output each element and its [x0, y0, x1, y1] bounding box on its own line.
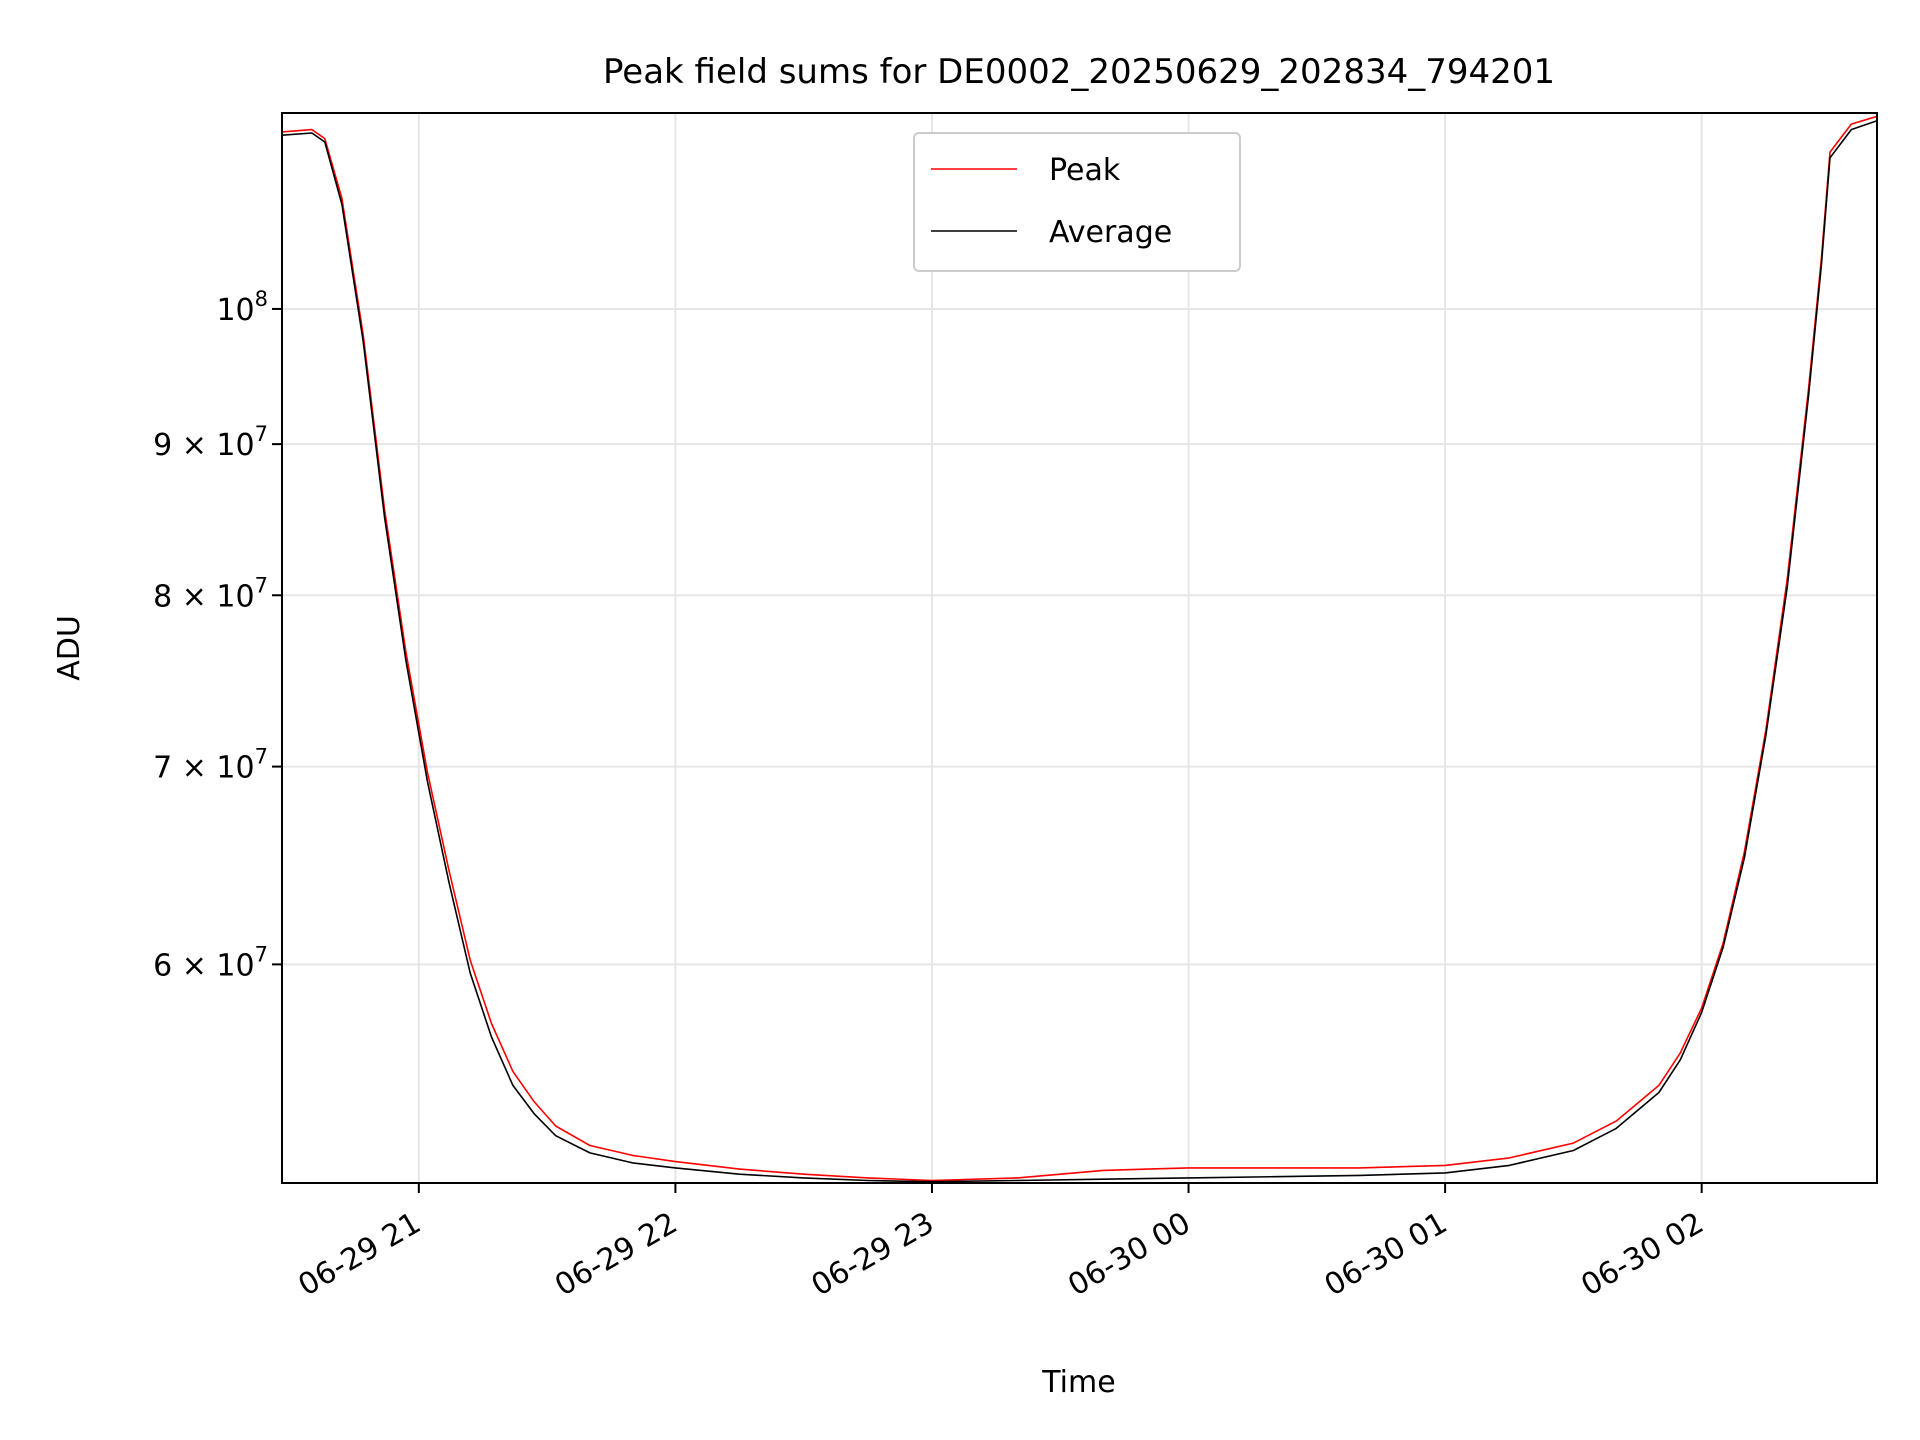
series-line-average: [281, 119, 1878, 1183]
x-axis-label: Time: [1041, 1365, 1115, 1400]
y-tick-label: 8 × 107: [153, 573, 268, 614]
legend-label-peak: Peak: [1049, 153, 1121, 188]
y-axis-label: ADU: [52, 615, 87, 681]
legend-label-average: Average: [1049, 215, 1172, 250]
y-axis: 108 9 × 107 8 × 107 7 × 107 6 × 107: [153, 287, 282, 983]
legend-box: [913, 132, 1241, 272]
series-line-peak: [281, 115, 1878, 1182]
grid: [282, 113, 1877, 1183]
series-layer: [281, 115, 1878, 1183]
legend: Peak Average: [913, 132, 1241, 272]
y-tick-label: 108: [216, 287, 268, 328]
y-tick-label: 6 × 107: [153, 942, 268, 983]
chart-title: Peak field sums for DE0002_20250629_2028…: [603, 52, 1555, 92]
y-tick-label: 7 × 107: [153, 745, 268, 786]
y-tick-label: 9 × 107: [153, 422, 268, 463]
plot-frame: [281, 112, 1878, 1184]
